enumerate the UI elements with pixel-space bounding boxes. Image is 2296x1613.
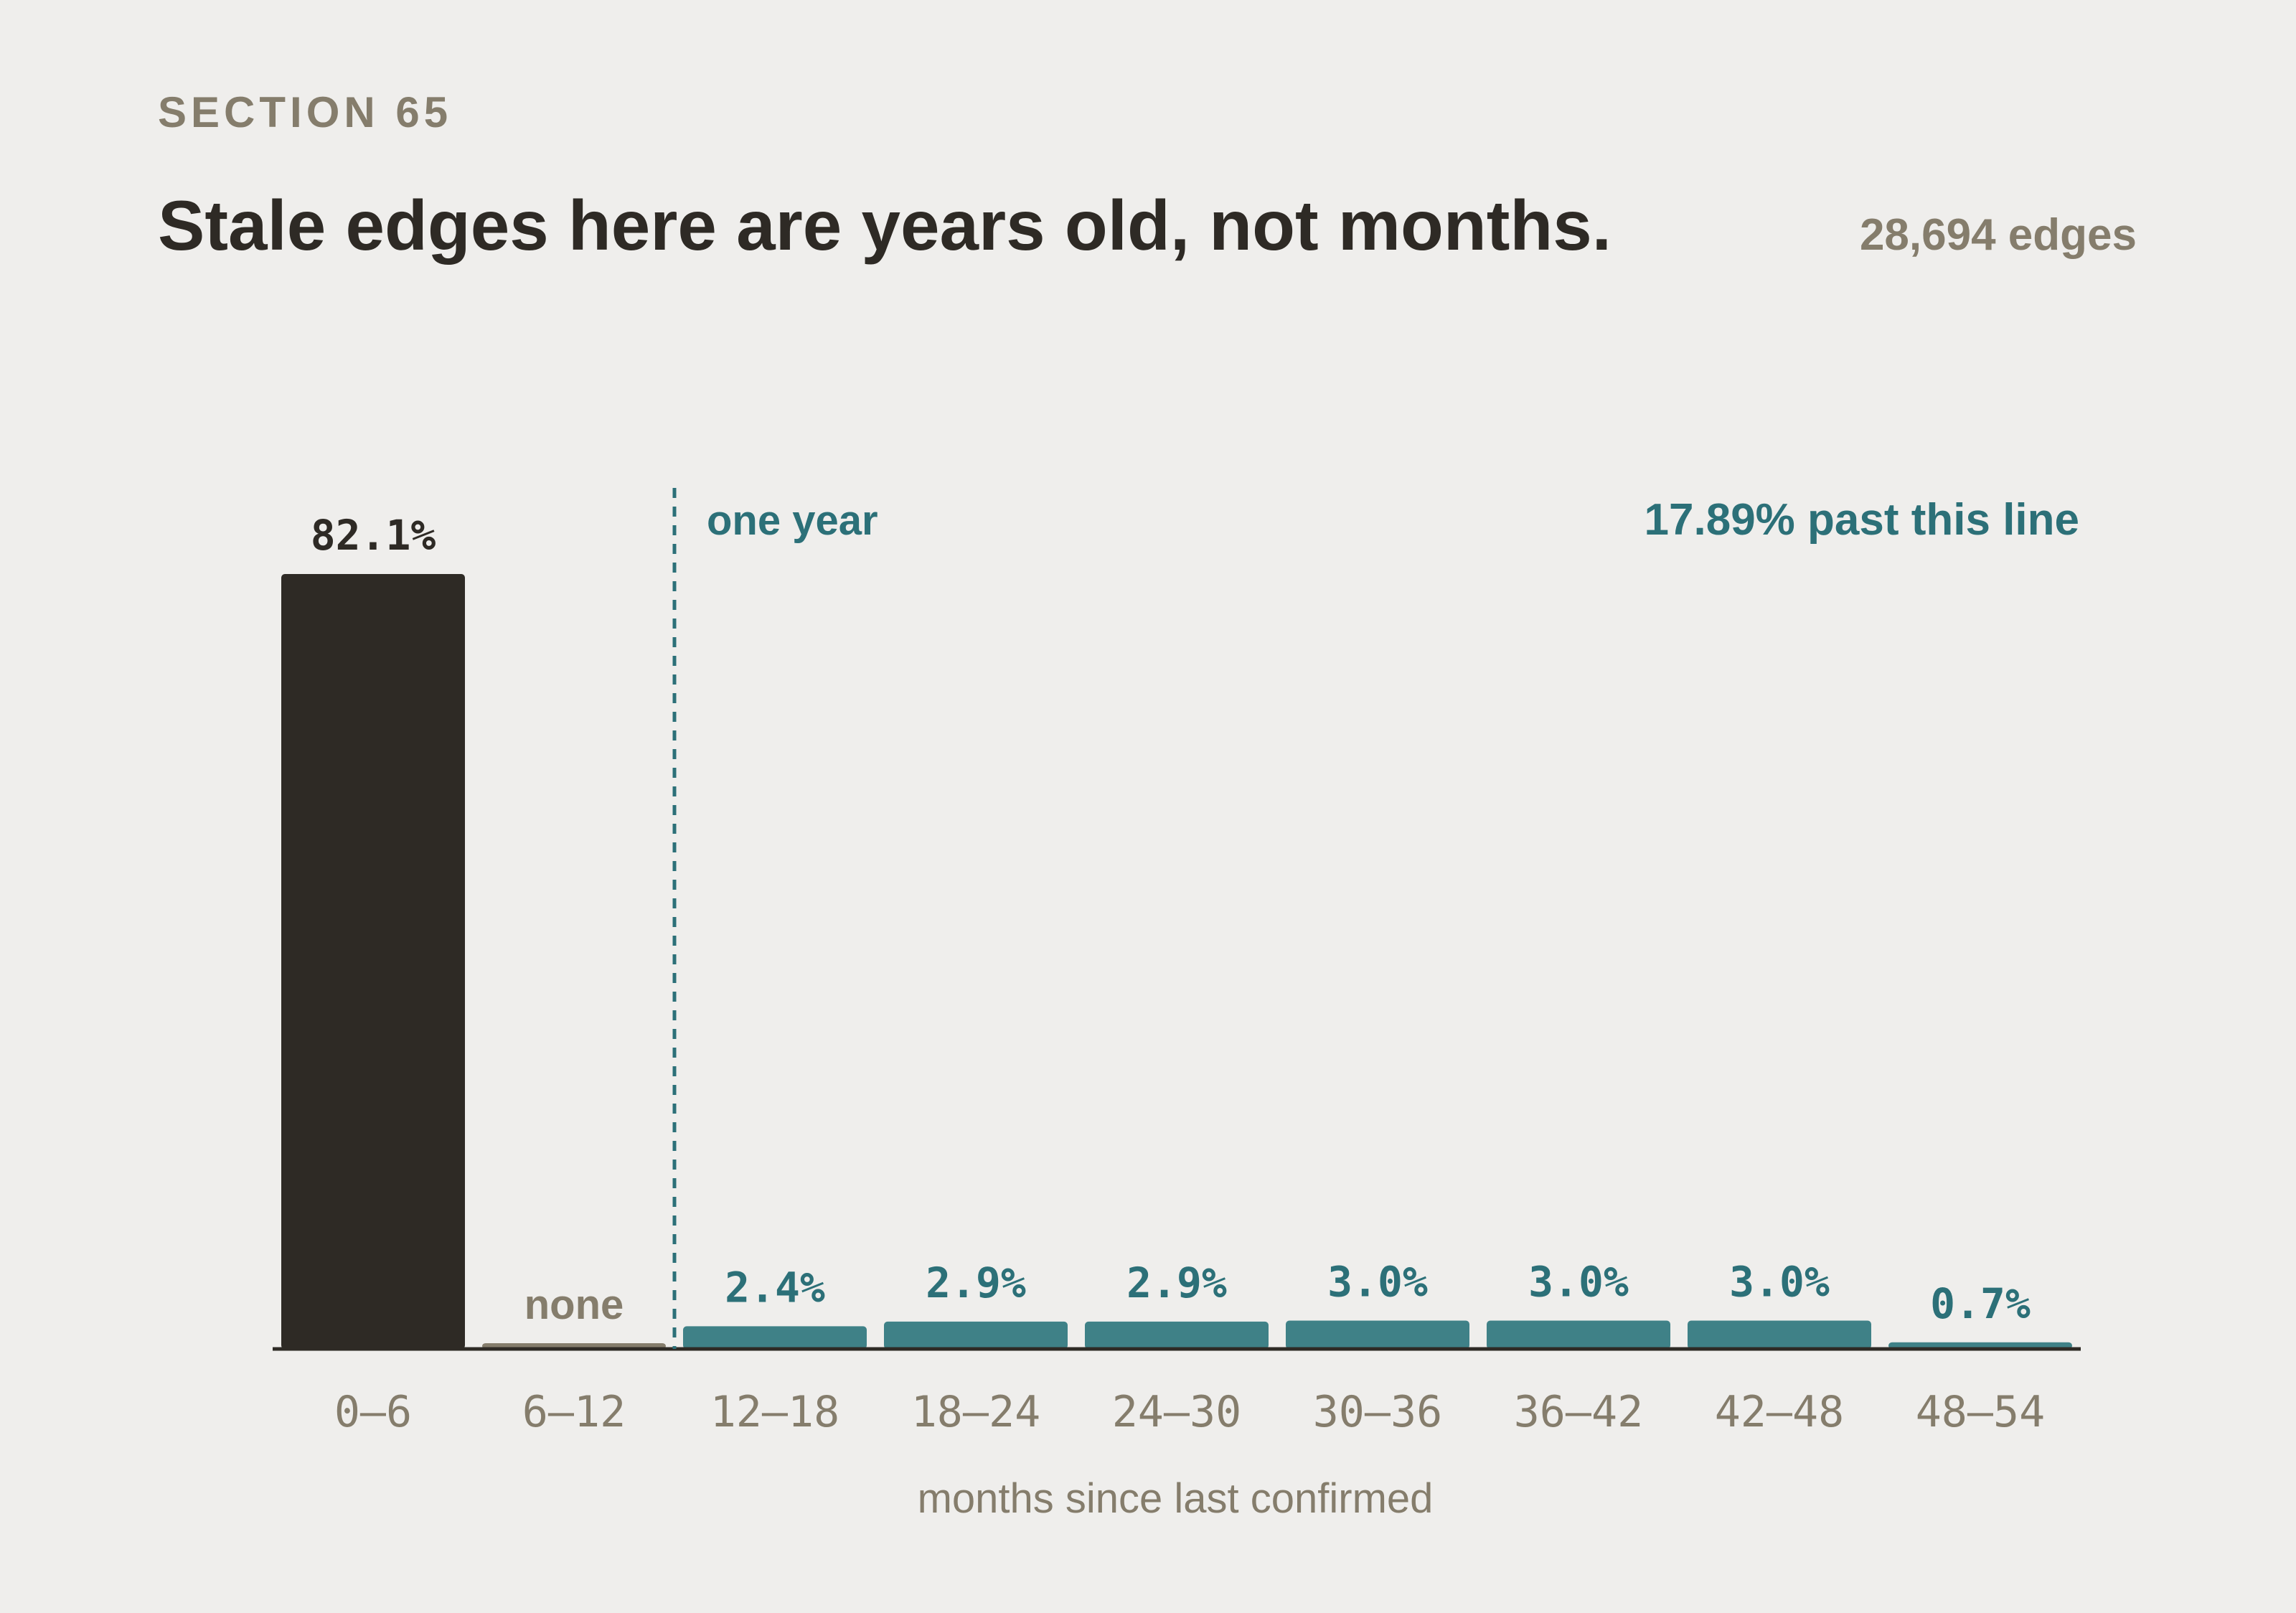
value-label-42–48: 3.0% <box>1729 1258 1830 1307</box>
x-tick-42–48: 42–48 <box>1715 1387 1845 1437</box>
x-tick-36–42: 36–42 <box>1514 1387 1644 1437</box>
value-label-6–12: none <box>524 1282 624 1328</box>
x-tick-labels-group: 0–6 6–12 12–18 18–24 24–30 30–36 36–42 42–48 48–… <box>334 1387 2046 1437</box>
bar-24–30 <box>1085 1321 1269 1349</box>
bar-12–18 <box>683 1326 867 1349</box>
value-label-24–30: 2.9% <box>1126 1259 1227 1307</box>
x-tick-12–18: 12–18 <box>710 1387 840 1437</box>
chart-title: Stale edges here are years old, not mont… <box>158 186 1612 265</box>
reference-line-label: one year <box>707 497 878 544</box>
x-tick-6–12: 6–12 <box>522 1387 626 1437</box>
value-label-30–36: 3.0% <box>1327 1258 1428 1307</box>
x-tick-18–24: 18–24 <box>911 1387 1041 1437</box>
bar-30–36 <box>1286 1320 1469 1349</box>
section-label: SECTION 65 <box>158 88 453 136</box>
x-tick-30–36: 30–36 <box>1313 1387 1443 1437</box>
past-line-annotation: 17.89% past this line <box>1645 495 2079 545</box>
bar-18–24 <box>884 1321 1068 1349</box>
value-label-12–18: 2.4% <box>725 1263 825 1312</box>
bar-0–6 <box>281 574 465 1349</box>
value-label-48–54: 0.7% <box>1930 1279 2031 1328</box>
value-labels-group: 82.1% none 2.4% 2.9% 2.9% 3.0% 3.0% 3.0% 0.7% <box>311 511 2031 1328</box>
x-tick-0–6: 0–6 <box>334 1387 412 1437</box>
value-label-18–24: 2.9% <box>926 1259 1026 1307</box>
x-tick-24–30: 24–30 <box>1112 1387 1242 1437</box>
value-label-36–42: 3.0% <box>1528 1258 1629 1307</box>
x-tick-48–54: 48–54 <box>1916 1387 2046 1437</box>
x-axis-label: months since last confirmed <box>918 1475 1434 1522</box>
bar-42–48 <box>1688 1320 1871 1349</box>
bars-group <box>281 574 2072 1349</box>
value-label-0–6: 82.1% <box>311 511 436 560</box>
edge-count: 28,694 edges <box>1859 210 2137 260</box>
bar-36–42 <box>1487 1320 1670 1349</box>
